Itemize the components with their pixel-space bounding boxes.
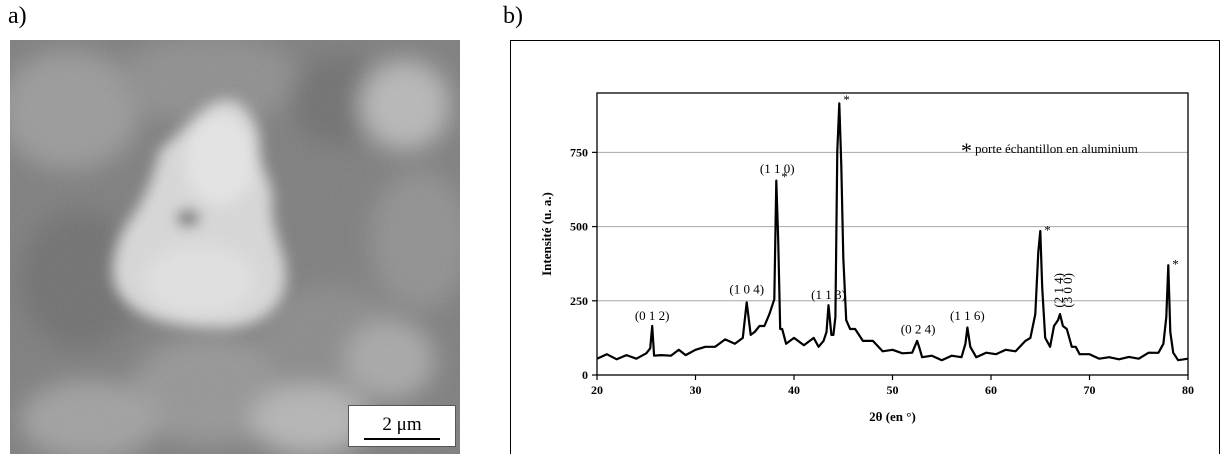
y-axis-label: Intensité (u. a.) [539,192,554,276]
peak-star-marker: * [843,92,850,107]
peak-annotation: (1 1 6) [950,308,985,323]
sem-image-graphic [10,40,460,454]
y-tick-label: 500 [570,220,588,234]
panel-label-a: a) [8,3,27,29]
y-tick-label: 750 [570,145,588,159]
peak-annotation: (1 1 0) [760,161,795,176]
peak-annotations: (0 1 2) (1 0 4) (1 1 0) (1 1 3) (0 2 4) (1 1 … [635,92,1179,336]
panel-label-b: b) [503,3,523,29]
scale-bar-label: 2 μm [382,414,422,435]
xrd-series-line [596,102,1189,362]
legend-star-symbol: * [961,138,972,163]
y-tick-label: 250 [570,294,588,308]
x-tick-label: 60 [985,383,997,397]
peak-annotation: (2 1 4) [1051,273,1066,308]
x-tick-label: 50 [887,383,899,397]
scale-bar: 2 μm [348,405,456,447]
scale-bar-line [364,438,440,440]
x-tick-label: 20 [591,383,603,397]
peak-annotation: (1 1 3) [811,287,846,302]
plot-area-border [596,92,1189,376]
x-tick-label: 70 [1084,383,1096,397]
peak-star-marker: * [1044,223,1051,238]
x-axis-label: 2θ (en °) [869,409,916,424]
y-tick-label: 0 [582,368,588,382]
peak-star-marker: * [781,169,788,184]
sem-micrograph: 2 μm [10,40,460,454]
peak-star-marker: * [1172,257,1179,272]
x-tick-label: 30 [690,383,702,397]
gridlines [597,151,1188,302]
peak-annotation: (0 2 4) [901,321,936,336]
x-tick-label: 80 [1182,383,1194,397]
axis-ticks: 0 250 500 750 20 30 40 50 60 70 80 [570,145,1194,397]
peak-annotation: (1 0 4) [729,281,764,296]
xrd-chart: 0 250 500 750 20 30 40 50 60 70 80 (0 1 2) (1 0 4)(… [511,41,1219,454]
legend-note: porte échantillon en aluminium [975,141,1138,156]
peak-annotation: (3 0 0) [1060,273,1075,308]
chart-frame: 0 250 500 750 20 30 40 50 60 70 80 (0 1 2) (1 0 4)(… [510,40,1220,454]
peak-annotation: (0 1 2) [635,308,670,323]
x-tick-label: 40 [788,383,800,397]
